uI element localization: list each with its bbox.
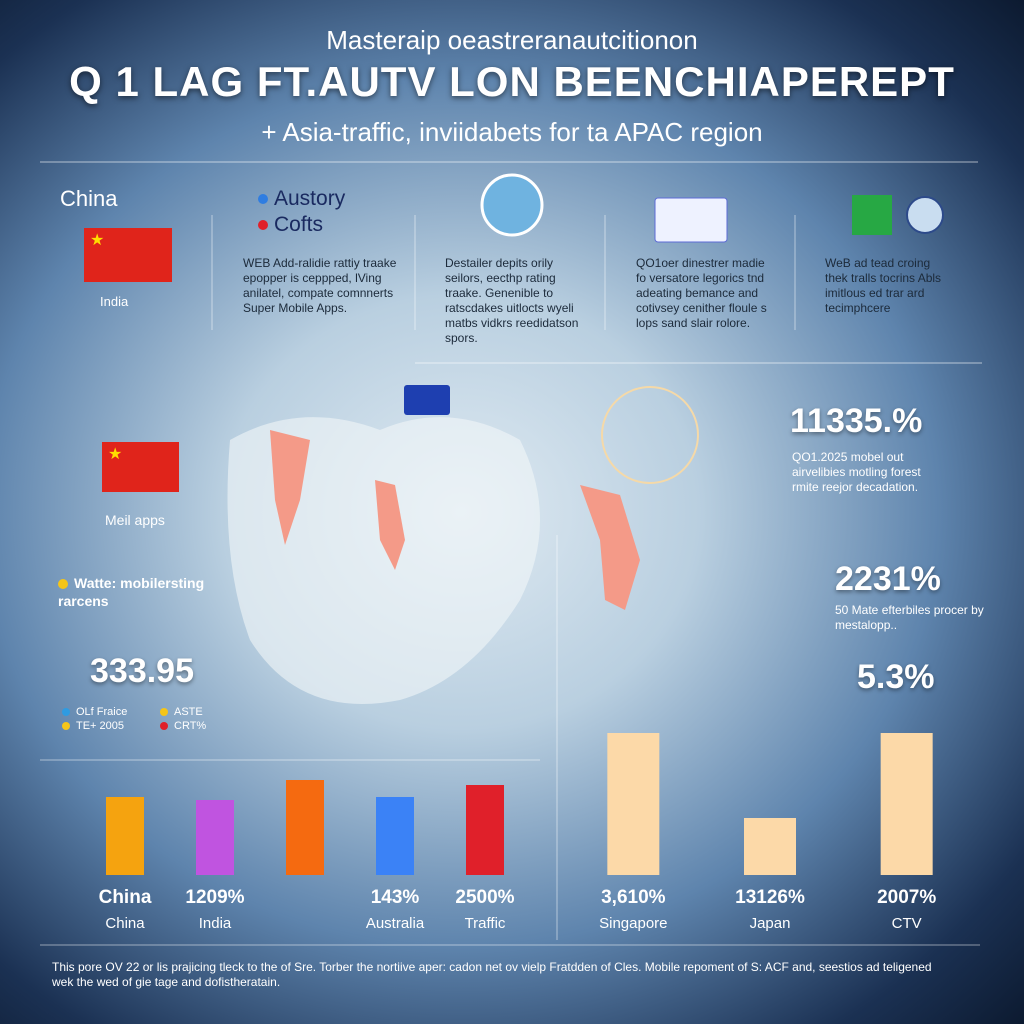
bar [607, 733, 660, 875]
globe [601, 386, 699, 484]
legend-label: TE+ 2005 [76, 720, 125, 732]
bar-label: 2007% [877, 887, 936, 908]
stat-text: QO1.2025 mobel out airvelibies motling f… [792, 450, 921, 494]
subtitle: + Asia-traffic, inviidabets for ta APAC … [261, 117, 763, 147]
category-label: China [105, 915, 145, 932]
title: Q 1 LAG FT.AUTV LON BEENCHIAPEREPT [69, 58, 955, 105]
stat: 11335.% [790, 402, 923, 440]
category-label: CTV [892, 915, 922, 932]
pin-icon [404, 385, 450, 415]
bar [744, 818, 796, 875]
bar-label: 143% [371, 887, 420, 908]
bar [880, 733, 933, 875]
kicker: Masteraip oeastreranautcitionon [326, 25, 698, 55]
note: Watte: mobilersting rarcens [58, 575, 238, 610]
panel-caption: India [100, 294, 129, 309]
legend-label: OLf Fraice [76, 706, 128, 718]
legend-item: ASTE [160, 706, 203, 720]
landscape-icon [480, 173, 544, 237]
note-text: Watte: mobilersting rarcens [58, 575, 205, 609]
laptop-icon [654, 197, 728, 243]
legend-item: CRT% [160, 720, 206, 734]
panel-title: China [60, 186, 118, 211]
legend-label: Cofts [274, 213, 324, 236]
category-label: India [199, 915, 232, 932]
legend-item: Cofts [258, 212, 323, 238]
panel-text: WeB ad tead croing thek tralls tocrins A… [825, 256, 942, 315]
bar [466, 785, 504, 875]
bar-label: China [99, 887, 152, 908]
bar [196, 800, 234, 875]
legend-label: Austory [274, 187, 346, 210]
bar [376, 797, 414, 875]
bar-label: 13126% [735, 887, 805, 908]
panel-text: WEB Add-ralidie rattiy traake epopper is… [243, 256, 397, 315]
legend-label: CRT% [174, 720, 207, 732]
category-label: Australia [366, 915, 425, 932]
bar-label: 2500% [455, 887, 514, 908]
category-label: Japan [750, 915, 791, 932]
bar [286, 780, 324, 875]
bar-label: 1209% [185, 887, 244, 908]
panel-text: QO1oer dinestrer madie fo versatore lego… [636, 256, 767, 330]
legend-label: ASTE [174, 706, 203, 718]
legend-item: TE+ 2005 [62, 720, 124, 734]
globe-icon [906, 196, 944, 234]
stat: 333.95 [90, 652, 194, 690]
map-region [375, 480, 405, 570]
stat-text: 50 Mate efterbiles procer by mestalopp.. [835, 603, 984, 632]
panel-text: Destailer depits orily seilors, eecthp r… [445, 256, 579, 345]
category-label: Singapore [599, 915, 667, 932]
app-icon [852, 195, 892, 235]
map-region [270, 430, 310, 545]
flag [102, 442, 179, 492]
legend-item: OLf Fraice [62, 706, 127, 720]
category-label: Traffic [465, 915, 506, 932]
bar-label: 3,610% [601, 887, 666, 908]
map-land [227, 417, 540, 704]
bar [106, 797, 144, 875]
footer: This pore OV 22 or lis prajicing tleck t… [52, 960, 932, 989]
stat: 2231% [835, 560, 941, 598]
legend-item: Austory [258, 186, 345, 212]
flag-caption: Meil apps [105, 512, 165, 528]
map-region [580, 485, 640, 610]
flag [84, 228, 172, 282]
stat: 5.3% [857, 658, 935, 696]
